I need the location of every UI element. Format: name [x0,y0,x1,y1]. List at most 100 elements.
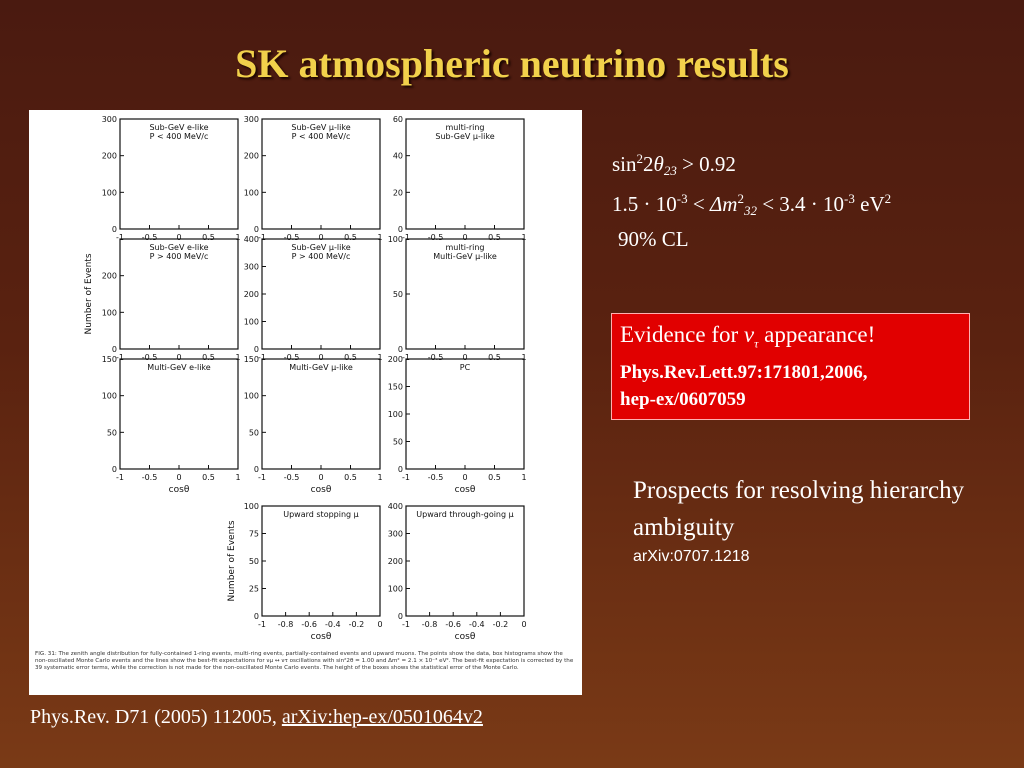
x-tick-label: 0 [462,233,467,242]
panel-title: Sub-GeV μ-like [291,123,350,132]
sin-theta-line: sin22θ23 > 0.92 [612,151,736,178]
x-tick-label: -1 [402,233,410,242]
x-tick-label: -1 [116,353,124,362]
x-tick-label: -0.6 [301,620,317,629]
x-axis-label: cosθ [311,485,332,495]
oscillation-parameters: sin22θ23 > 0.92 1.5 · 10-3 < Δm232 < 3.4… [612,145,891,253]
x-tick-label: -0.2 [493,620,509,629]
tau-evidence-box: Evidence for ντ appearance! Phys.Rev.Let… [611,313,970,420]
y-tick-label: 400 [244,235,259,244]
y-tick-label: 100 [102,308,117,317]
y-tick-label: 0 [398,225,403,234]
y-axis-label: Number of Events [84,253,94,334]
y-tick-label: 50 [393,290,403,299]
slide-title: SK atmospheric neutrino results [235,41,789,86]
y-tick-label: 400 [388,502,403,511]
panel-frame [119,358,239,470]
panel-subtitle: P > 400 MeV/c [292,252,351,261]
y-tick-label: 150 [102,355,117,364]
x-tick-label: -0.5 [284,473,300,482]
x-tick-label: 1 [235,473,240,482]
y-tick-label: 200 [388,557,403,566]
arxiv-link[interactable]: arXiv:hep-ex/0501064v2 [281,706,483,728]
y-tick-label: 300 [244,263,259,272]
panel-title: Sub-GeV μ-like [291,243,350,252]
y-tick-label: 75 [249,530,259,539]
y-tick-label: 0 [254,345,259,354]
evidence-reference-2: hep-ex/0607059 [620,388,746,410]
y-tick-label: 200 [102,152,117,161]
panel-title: multi-ring [446,243,485,252]
x-tick-label: 0.5 [488,233,501,242]
x-tick-label: -1 [258,620,266,629]
y-tick-label: 50 [249,557,259,566]
x-tick-label: 0 [462,353,467,362]
x-tick-label: 0.5 [344,233,357,242]
y-tick-label: 0 [112,345,117,354]
x-tick-label: 0 [176,353,181,362]
y-tick-label: 25 [249,585,259,594]
y-tick-label: 0 [398,612,403,621]
panel-frame [405,505,525,617]
y-tick-label: 100 [102,188,117,197]
x-tick-label: -0.5 [428,233,444,242]
x-tick-label: 0.5 [344,473,357,482]
panel-title: Upward stopping μ [283,510,359,519]
evidence-heading: Evidence for ντ appearance! [620,322,876,351]
x-tick-label: -1 [258,353,266,362]
y-tick-label: 150 [388,383,403,392]
y-tick-label: 100 [244,318,259,327]
y-tick-label: 300 [388,530,403,539]
x-tick-label: -1 [116,473,124,482]
x-tick-label: 0.5 [202,353,215,362]
y-tick-label: 100 [102,392,117,401]
panel-subtitle: P < 400 MeV/c [292,132,351,141]
y-tick-label: 40 [393,152,403,161]
figure-caption: FIG. 31: The zenith angle distribution f… [35,651,574,671]
x-tick-label: -1 [402,620,410,629]
x-tick-label: -1 [402,353,410,362]
x-tick-label: -0.5 [428,353,444,362]
y-tick-label: 300 [244,115,259,124]
delta-m-line: 1.5 · 10-3 < Δm232 < 3.4 · 10-3 eV2 [612,191,892,218]
x-tick-label: -0.4 [469,620,485,629]
x-tick-label: 0 [521,620,526,629]
panel-title: Upward through-going μ [416,510,513,519]
y-axis-label: Number of Events [227,520,237,601]
x-tick-label: 1 [377,353,382,362]
y-tick-label: 0 [254,612,259,621]
x-tick-label: 1 [235,233,240,242]
x-tick-label: 0 [318,233,323,242]
y-tick-label: 100 [388,410,403,419]
y-tick-label: 0 [254,225,259,234]
y-tick-label: 200 [388,355,403,364]
x-tick-label: -0.5 [142,233,158,242]
y-tick-label: 0 [398,465,403,474]
x-tick-label: 0 [318,353,323,362]
x-axis-label: cosθ [169,485,190,495]
y-tick-label: 50 [393,438,403,447]
x-tick-label: -1 [402,473,410,482]
x-tick-label: 0 [318,473,323,482]
x-tick-label: 1 [377,233,382,242]
x-tick-label: -0.8 [278,620,294,629]
panel-frame [261,505,381,617]
x-tick-label: 1 [235,353,240,362]
x-tick-label: 0 [176,473,181,482]
x-tick-label: -0.2 [349,620,365,629]
panel-title: Sub-GeV e-like [149,243,208,252]
y-tick-label: 60 [393,115,403,124]
x-axis-label: cosθ [455,632,476,642]
panel-subtitle: P < 400 MeV/c [150,132,209,141]
y-tick-label: 200 [102,272,117,281]
y-tick-label: 0 [254,465,259,474]
x-tick-label: -0.5 [284,233,300,242]
panel-subtitle: P > 400 MeV/c [150,252,209,261]
y-tick-label: 200 [244,290,259,299]
x-tick-label: 1 [377,473,382,482]
y-tick-label: 150 [244,355,259,364]
panel-frame [261,358,381,470]
panel-title: Sub-GeV e-like [149,123,208,132]
x-tick-label: 0.5 [202,473,215,482]
